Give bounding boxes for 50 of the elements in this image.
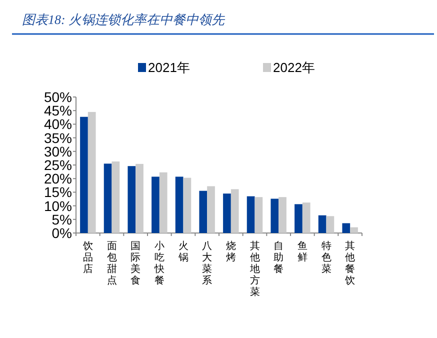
bar [175,176,184,233]
x-tick-label: 小吃快餐 [153,240,164,286]
y-tick-label: 15% [44,184,72,200]
bar [278,197,286,233]
x-tick-label: 面包甜点 [106,241,117,286]
bar [183,178,192,233]
x-tick-label: 自助餐 [274,240,284,275]
bar [136,164,144,233]
bar [112,161,120,233]
y-tick-label: 20% [44,170,72,187]
bar [104,164,112,233]
bar [80,116,88,233]
chart-title: 图表18: 火锅连锁化率在中餐中领先 [22,12,226,27]
bar [326,216,334,233]
x-tick-label: 饮品店 [82,241,93,275]
bar [88,112,96,233]
x-tick-label: 特色菜 [321,240,332,275]
y-tick-label: 5% [52,211,72,228]
legend-label: 2022年 [273,60,315,75]
x-tick-label: 火锅 [177,240,188,264]
bar [350,227,358,233]
y-tick-label: 30% [44,143,72,160]
bar [270,198,279,233]
y-tick-label: 25% [44,157,72,173]
bar [342,223,350,233]
x-tick-label: 八大菜系 [202,241,212,286]
x-tick-label: 其他餐饮 [344,240,356,286]
bar [230,189,239,233]
y-tick-label: 10% [44,198,72,214]
bar [246,196,255,233]
y-tick-label: 0% [52,225,72,241]
x-tick-label: 国际美食 [130,241,141,286]
y-tick-label: 45% [44,102,72,119]
bar [199,190,208,233]
bar [294,204,302,233]
x-tick-label: 其他地方菜 [248,240,260,298]
bar [318,215,326,233]
bar [128,166,136,233]
x-tick-label: 烧烤 [226,240,236,264]
bar [159,172,168,233]
bar [152,176,160,233]
bar [302,202,310,233]
bar [254,197,263,233]
y-tick-label: 35% [44,130,72,146]
bar [207,186,215,233]
x-tick-label: 鱼鲜 [297,240,308,264]
y-tick-label: 50% [44,89,72,105]
legend-label: 2021年 [148,60,190,75]
bar [223,194,231,233]
y-tick-label: 40% [44,116,72,132]
